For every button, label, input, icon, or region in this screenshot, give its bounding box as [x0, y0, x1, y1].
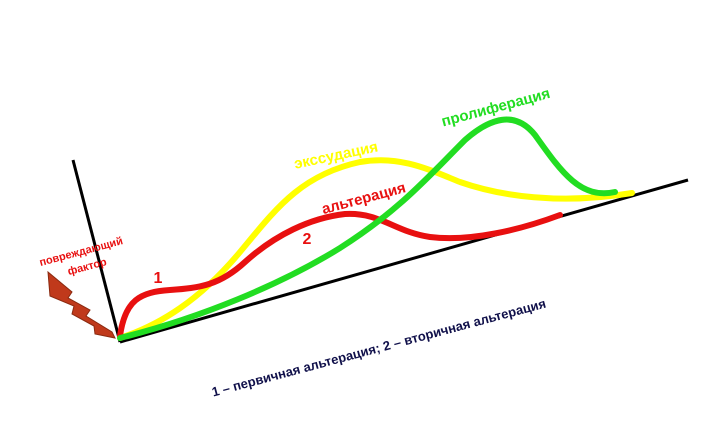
secondary-marker: 2: [303, 231, 312, 248]
horizontal-axis: [119, 178, 689, 344]
exudation-curve: [117, 157, 635, 341]
alteration-curve: [117, 210, 563, 339]
primary-marker: 1: [154, 270, 163, 287]
damaging-factor-icon: [47, 270, 116, 339]
proliferation-curve: [117, 116, 618, 341]
vertical-axis: [71, 159, 122, 343]
